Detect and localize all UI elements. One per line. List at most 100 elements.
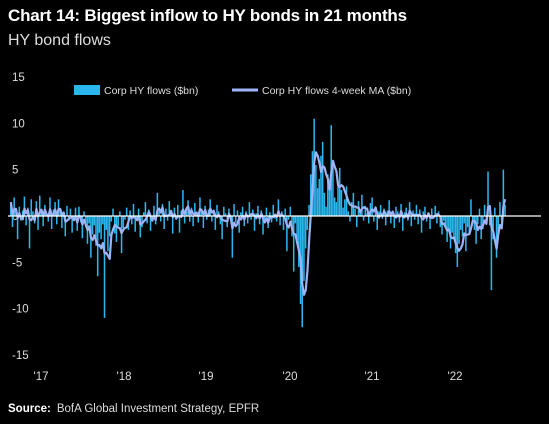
flow-bar <box>282 216 285 230</box>
flow-bar <box>107 216 109 252</box>
flow-bar <box>287 216 290 220</box>
flow-bar <box>56 216 58 225</box>
flow-bar <box>272 204 275 216</box>
flow-bar <box>459 216 462 230</box>
flow-bar <box>231 216 234 258</box>
flow-bar <box>13 197 15 216</box>
flow-bar <box>431 208 433 216</box>
y-tick-label: -10 <box>12 304 29 316</box>
flow-bar <box>115 216 118 242</box>
flow-bar <box>137 208 140 216</box>
flow-bar <box>315 165 317 216</box>
flow-bar <box>471 216 474 222</box>
flow-bar <box>206 216 208 220</box>
flow-bar <box>38 195 41 216</box>
flow-bar <box>332 160 334 216</box>
y-tick-label: -5 <box>12 257 22 269</box>
flow-bar <box>141 216 143 228</box>
flow-bar <box>325 206 327 216</box>
flow-bar <box>153 205 155 216</box>
flow-bar <box>265 207 268 216</box>
flow-bar <box>149 216 152 231</box>
source-note: Source: BofA Global Investment Strategy, … <box>8 403 259 415</box>
source-label: Source: <box>8 403 51 415</box>
flow-bar <box>369 203 372 216</box>
flow-bar <box>120 216 123 254</box>
flow-bar <box>236 210 239 216</box>
flow-bar <box>166 216 169 221</box>
flow-bar <box>202 216 205 229</box>
legend-label-bars: Corp HY flows ($bn) <box>104 85 198 97</box>
flow-bar <box>478 208 481 216</box>
flow-bar <box>405 207 407 216</box>
flow-bar <box>395 206 397 216</box>
flow-bar <box>393 216 396 229</box>
flow-bar <box>122 216 125 229</box>
flow-bar <box>477 216 479 225</box>
flow-bar <box>16 216 19 240</box>
flow-bar <box>91 216 94 235</box>
flow-bar <box>454 216 457 254</box>
flow-bar <box>494 207 496 216</box>
flow-bar <box>163 216 165 229</box>
flow-bar <box>352 192 355 216</box>
flow-bar <box>57 199 60 216</box>
flow-bar <box>49 197 51 216</box>
flow-bar <box>159 216 162 222</box>
flow-bar <box>284 208 286 216</box>
flow-bar <box>241 206 244 216</box>
flow-bar <box>78 206 80 216</box>
flow-bar <box>381 216 384 219</box>
flow-bar <box>103 216 106 318</box>
flow-bar <box>173 207 176 216</box>
x-tick-label: '22 <box>448 371 463 383</box>
flow-bar <box>420 216 423 233</box>
flow-bar <box>183 216 186 224</box>
flow-bar <box>224 213 227 216</box>
flow-bar <box>487 171 489 216</box>
flow-bar <box>344 199 346 216</box>
flow-bar <box>492 216 494 240</box>
flow-bar <box>497 216 500 233</box>
flow-bar <box>448 216 450 230</box>
flow-bar <box>23 196 26 216</box>
flow-bar <box>345 186 348 216</box>
flow-bar <box>499 202 501 216</box>
flow-bar <box>132 203 135 216</box>
flow-bar <box>98 216 101 233</box>
flow-bar <box>139 216 142 238</box>
flow-bar <box>177 204 179 216</box>
flow-bar <box>303 216 305 281</box>
flow-bar <box>219 216 222 225</box>
flow-bar <box>257 205 259 216</box>
flow-bar <box>463 216 465 224</box>
flow-bar <box>410 216 413 227</box>
x-tick-label: '18 <box>117 371 132 383</box>
flow-bar <box>144 202 147 216</box>
flow-bar <box>337 180 339 216</box>
flow-bar <box>384 216 387 226</box>
flow-bar <box>171 216 174 234</box>
legend-label-ma: Corp HY flows 4-week MA ($bn) <box>262 85 411 97</box>
flow-bar <box>456 216 459 267</box>
flow-bar <box>142 212 145 216</box>
flow-bar <box>413 216 416 220</box>
flow-bar <box>112 208 114 216</box>
flow-bar <box>328 183 331 216</box>
flow-bar <box>434 205 436 216</box>
flow-bar <box>42 216 44 227</box>
flow-bar <box>286 216 288 252</box>
flow-bar <box>66 205 68 216</box>
flow-bar <box>93 216 96 226</box>
flow-bar <box>211 216 213 222</box>
flow-bar <box>442 216 445 221</box>
flow-bar <box>296 216 298 241</box>
flow-bar <box>240 212 242 216</box>
flow-bar <box>95 216 97 246</box>
flow-bar <box>504 204 506 216</box>
y-tick-label: 5 <box>12 165 18 177</box>
flow-bar <box>151 216 154 219</box>
y-tick-label: 0 <box>12 211 18 223</box>
flow-bar <box>165 208 167 216</box>
hy-flows-chart: -15 -10 -5 0 5 10 15 '17 '18 '19 '20 '21 '22 Corp HY … <box>8 72 541 383</box>
